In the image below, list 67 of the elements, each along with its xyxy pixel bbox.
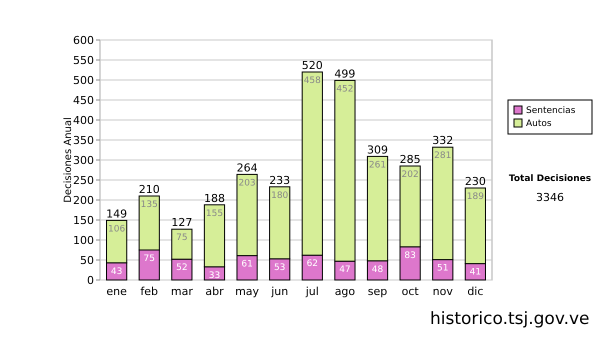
data-label: 106 — [108, 224, 126, 234]
data-label: 52 — [176, 263, 188, 274]
total-label: 233 — [269, 174, 290, 187]
x-tick-label: oct — [402, 285, 420, 298]
data-label: 135 — [140, 200, 158, 210]
x-tick-label: sep — [368, 285, 388, 298]
data-label: 458 — [304, 76, 322, 86]
total-label: 188 — [204, 192, 225, 205]
data-label: 62 — [306, 259, 318, 270]
data-label: 51 — [437, 264, 448, 274]
y-tick-label: 200 — [73, 194, 94, 207]
data-label: 75 — [144, 254, 155, 264]
data-label: 452 — [336, 84, 354, 94]
text: Total Decisiones — [508, 174, 592, 184]
x-tick-label: nov — [432, 285, 454, 298]
y-axis-title: Decisiones Anual — [63, 117, 74, 203]
legend-label: Sentencias — [526, 106, 576, 116]
x-tick-label: ago — [334, 285, 356, 298]
y-tick-label: 550 — [73, 54, 94, 67]
data-label: 41 — [470, 268, 482, 278]
data-label: 189 — [466, 192, 484, 202]
total-label: 332 — [432, 134, 454, 148]
y-tick-label: 0 — [87, 274, 94, 287]
data-label: 33 — [208, 270, 220, 281]
total-label: 309 — [367, 143, 388, 156]
data-label: 281 — [434, 151, 452, 162]
data-label: 180 — [271, 190, 289, 201]
x-tick-label: feb — [140, 285, 158, 298]
total-label: 285 — [400, 153, 421, 166]
x-tick-label: mar — [170, 285, 194, 298]
text: 3346 — [536, 191, 564, 204]
data-label: 47 — [339, 265, 351, 276]
x-tick-label: abr — [205, 285, 224, 298]
y-tick-label: 400 — [73, 114, 94, 127]
y-tick-label: 50 — [80, 254, 94, 267]
total-label: 210 — [138, 183, 160, 196]
x-tick-label: jul — [304, 285, 319, 298]
total-label: 127 — [171, 216, 192, 230]
data-label: 202 — [402, 170, 419, 180]
total-label: 499 — [334, 67, 356, 80]
total-label: 520 — [302, 59, 323, 72]
total-label: 149 — [106, 207, 128, 220]
y-tick-label: 150 — [73, 214, 94, 227]
y-tick-label: 450 — [73, 94, 94, 107]
y-tick-label: 600 — [73, 34, 94, 47]
x-tick-label: ene — [106, 285, 128, 298]
y-tick-label: 300 — [73, 154, 94, 167]
y-tick-label: 350 — [73, 134, 94, 147]
y-tick-label: 500 — [73, 74, 94, 87]
data-label: 155 — [206, 208, 224, 219]
data-label: 61 — [241, 260, 253, 270]
x-tick-label: dic — [467, 285, 484, 298]
legend-label: Autos — [526, 119, 552, 130]
x-tick-label: may — [235, 285, 260, 298]
data-label: 48 — [372, 264, 384, 275]
data-label: 261 — [368, 160, 386, 170]
data-label: 83 — [404, 250, 416, 261]
data-label: 43 — [110, 266, 122, 277]
data-label: 203 — [238, 178, 256, 188]
total-label: 264 — [236, 161, 258, 174]
text: historico.tsj.gov.ve — [430, 309, 590, 329]
data-label: 75 — [176, 233, 188, 244]
data-label: 53 — [274, 262, 286, 273]
x-tick-label: jun — [270, 285, 288, 298]
total-label: 230 — [464, 175, 486, 188]
y-tick-label: 100 — [73, 234, 94, 247]
y-tick-label: 250 — [73, 174, 94, 187]
